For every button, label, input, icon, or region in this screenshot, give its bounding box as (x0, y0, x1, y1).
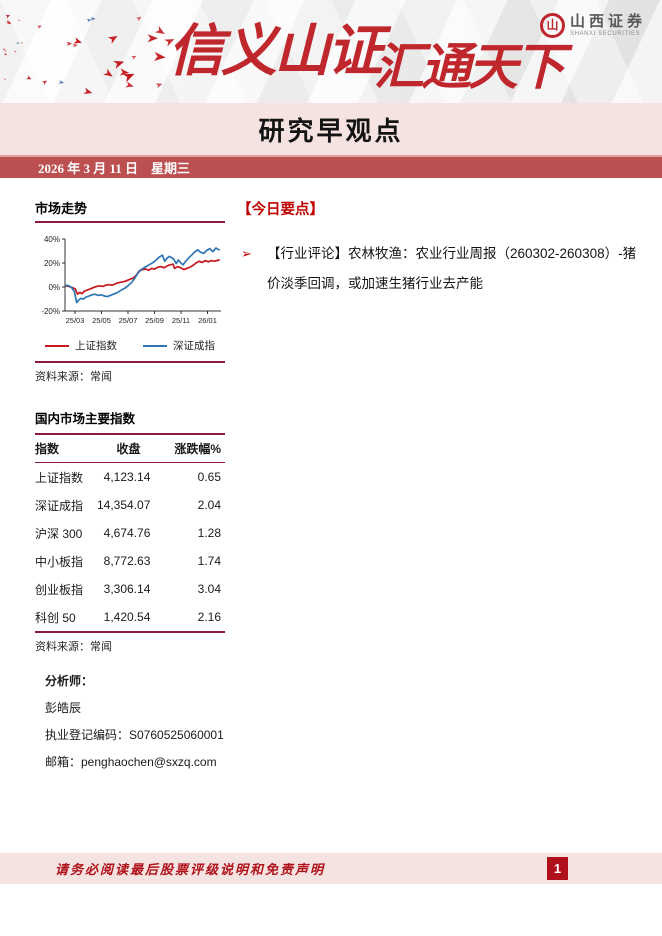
index-change: 2.16 (197, 610, 221, 624)
legend-label: 上证指数 (75, 340, 117, 352)
index-row: 创业板指 3,306.14 3.04 (35, 575, 225, 603)
banner-slogan-part2: 汇通天下 (374, 37, 565, 96)
chart-legend: 上证指数 深证成指 (35, 338, 225, 353)
highlight-text: 【行业评论】农林牧渔：农业行业周报（260302-260308）-猪价淡季回调，… (267, 246, 637, 291)
paper-plane-flock-icon (2, 15, 175, 95)
index-name: 科创 50 (35, 610, 76, 625)
analyst-block: 分析师： 彭皓辰 执业登记编码：S0760525060001 邮箱：pengha… (35, 672, 225, 770)
svg-text:25/05: 25/05 (92, 316, 111, 325)
svg-text:25/07: 25/07 (119, 316, 138, 325)
index-name: 上证指数 (35, 470, 84, 485)
disclaimer-text: 请务必阅读最后股票评级说明和免责声明 (55, 862, 326, 877)
index-name: 创业板指 (35, 582, 84, 597)
svg-text:25/09: 25/09 (145, 316, 164, 325)
index-close: 4,674.76 (103, 526, 151, 540)
svg-text:26/01: 26/01 (198, 316, 217, 325)
index-change: 1.74 (197, 554, 221, 568)
highlights-list: ➢ 【行业评论】农林牧渔：农业行业周报（260302-260308）-猪价淡季回调… (237, 239, 641, 299)
page-title: 研究早观点 (258, 115, 404, 146)
date-bar: 2026 年 3 月 11 日 星期三 (0, 155, 662, 178)
index-close: 1,420.54 (103, 610, 151, 624)
index-change: 0.65 (197, 470, 221, 484)
index-name: 中小板指 (35, 554, 84, 569)
index-row: 上证指数 4,123.14 0.65 (35, 463, 225, 492)
market-trend-chart: 40% 20% 0% -20% 25/03 25/05 25/07 25/09 25/11 26/… (41, 235, 221, 325)
legend-line-swatch (143, 344, 167, 347)
chart-source: 资料来源：常闻 (35, 371, 112, 383)
indices-header-row: 指数 收盘 涨跌幅% (35, 433, 225, 463)
index-close: 3,306.14 (103, 582, 151, 596)
footer-bar: 请务必阅读最后股票评级说明和免责声明 1 (0, 853, 662, 884)
index-row: 中小板指 8,772.63 1.74 (35, 547, 225, 575)
legend-line-swatch (45, 344, 69, 347)
index-row: 科创 50 1,420.54 2.16 (35, 603, 225, 632)
index-change: 1.28 (197, 526, 221, 540)
divider (35, 221, 225, 223)
table-source: 资料来源：常闻 (35, 641, 112, 653)
svg-text:0%: 0% (48, 283, 60, 292)
divider (35, 361, 225, 363)
index-close: 4,123.14 (103, 470, 151, 484)
svg-text:-20%: -20% (41, 307, 60, 316)
report-body: 市场走势 40% 20% 0% -20% 25/03 25/05 25/07 25/09 25/… (0, 178, 662, 853)
index-change: 2.04 (197, 498, 221, 512)
analyst-email: 邮箱：penghaochen@sxzq.com (45, 755, 217, 769)
svg-text:25/03: 25/03 (66, 316, 85, 325)
highlight-item: ➢ 【行业评论】农林牧渔：农业行业周报（260302-260308）-猪价淡季回调… (237, 239, 641, 299)
banner-slogan: 信义山证汇通天下 (168, 6, 568, 96)
index-row: 沪深 300 4,674.76 1.28 (35, 519, 225, 547)
highlights-title: 【今日要点】 (237, 202, 324, 218)
legend-item: 上证指数 (45, 338, 117, 353)
index-close: 14,354.07 (96, 498, 151, 512)
indices-table: 指数 收盘 涨跌幅% 上证指数 4,123.14 0.65 深证成指 14,354.07… (35, 433, 225, 633)
banner-slogan-part1: 信义山证 (168, 18, 383, 84)
col-header-change: 涨跌幅% (168, 433, 225, 463)
analyst-license: 执业登记编码：S0760525060001 (45, 728, 224, 742)
index-row: 深证成指 14,354.07 2.04 (35, 491, 225, 519)
col-header-index: 指数 (35, 433, 89, 463)
company-name: 山西证券 (569, 13, 646, 30)
index-name: 深证成指 (35, 498, 84, 513)
market-trend-title: 市场走势 (35, 201, 88, 216)
index-close: 8,772.63 (103, 554, 151, 568)
logo-seal-icon: 山 (539, 13, 565, 38)
svg-text:20%: 20% (44, 259, 60, 268)
arrow-bullet-icon: ➢ (241, 246, 252, 261)
left-column: 市场走势 40% 20% 0% -20% 25/03 25/05 25/07 25/09 25/… (35, 198, 225, 780)
indices-table-title: 国内市场主要指数 (35, 412, 136, 426)
analyst-label: 分析师： (45, 674, 94, 688)
title-band: 研究早观点 (0, 103, 662, 155)
legend-item: 深证成指 (143, 338, 215, 353)
svg-text:25/11: 25/11 (172, 316, 190, 325)
top-banner: 信义山证汇通天下 山 山西证券 SHANXI SECURITIES (0, 0, 662, 103)
svg-text:40%: 40% (44, 235, 60, 244)
legend-label: 深证成指 (173, 340, 215, 352)
company-name-en: SHANXI SECURITIES (569, 31, 641, 37)
company-logo: 山 山西证券 SHANXI SECURITIES (539, 13, 646, 38)
index-name: 沪深 300 (35, 526, 83, 541)
index-change: 3.04 (197, 582, 221, 596)
col-header-close: 收盘 (88, 433, 169, 463)
report-date: 2026 年 3 月 11 日 星期三 (38, 161, 191, 176)
analyst-name: 彭皓辰 (45, 701, 82, 715)
page-number-badge: 1 (547, 857, 568, 880)
right-column: 【今日要点】 ➢ 【行业评论】农林牧渔：农业行业周报（260302-260308）… (237, 198, 641, 299)
market-trend-chart-block: 40% 20% 0% -20% 25/03 25/05 25/07 25/09 25/11 26/… (35, 233, 225, 353)
